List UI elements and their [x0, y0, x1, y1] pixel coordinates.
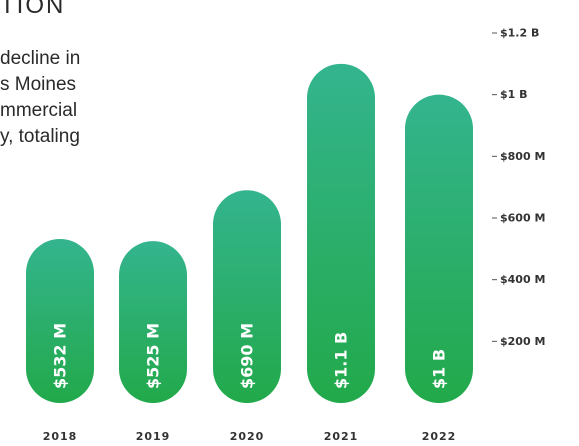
y-tick-label: $800 M [500, 150, 545, 163]
bar-value-label: $690 M [238, 323, 257, 389]
intro-paragraph: decline in s Moines mmercial y, totaling [0, 46, 80, 150]
x-tick-label: 2022 [422, 430, 457, 443]
x-tick-label: 2020 [230, 430, 265, 443]
bars-layer: $532 M $525 M $690 M $1.1 B $1 B [26, 63, 473, 404]
x-tick-label: 2021 [324, 430, 359, 443]
y-tick-label: $600 M [500, 212, 545, 225]
x-tick-label: 2019 [136, 430, 171, 443]
bar-2021 [307, 63, 375, 403]
x-tick-label: 2018 [43, 430, 78, 443]
bar-value-label: $532 M [51, 323, 70, 389]
y-tick-label: $200 M [500, 335, 545, 348]
paragraph-line: mmercial [0, 100, 78, 121]
bar-value-label: $1.1 B [332, 332, 351, 389]
y-tick-label: $400 M [500, 273, 545, 286]
bar-value-label: $525 M [144, 323, 163, 389]
bar-2022 [405, 94, 473, 404]
y-tick-label: $1.2 B [500, 27, 539, 40]
paragraph-line: y, totaling [0, 126, 80, 147]
y-axis: $200 M $400 M $600 M $800 M $1 B $1.2 B [492, 27, 545, 348]
section-heading: TION [0, 0, 66, 19]
bar-value-label: $1 B [430, 349, 449, 389]
bar-2018 [26, 238, 94, 403]
paragraph-line: s Moines [0, 74, 77, 95]
y-tick-label: $1 B [500, 88, 528, 101]
paragraph-line: decline in [0, 48, 81, 69]
x-axis: 2018 2019 2020 2021 2022 [43, 430, 457, 443]
bar-2020 [213, 190, 281, 403]
bar-2019 [119, 241, 187, 403]
